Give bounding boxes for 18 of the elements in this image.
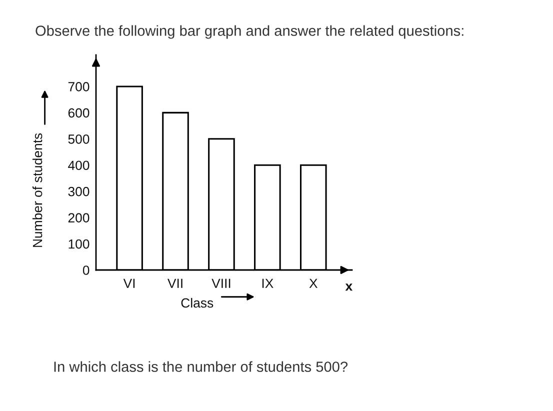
x-tick-label: VIII	[212, 278, 230, 288]
x-tick-label: IX	[262, 278, 274, 288]
text: x	[345, 284, 352, 291]
y-tick-label: 200	[68, 213, 90, 222]
x-tick-label: VI	[123, 278, 135, 288]
y-tick-label: 100	[68, 239, 90, 249]
x-axis-title: Class	[181, 298, 214, 308]
y-tick-label: 0	[82, 266, 90, 275]
y-tick-label: 500	[68, 134, 90, 144]
x-tick-label: VII	[168, 278, 182, 288]
y-tick-label: 700	[68, 82, 90, 92]
chart-title: Observe the following bar graph and answer the related questions:	[36, 25, 464, 39]
x-tick-label: X	[309, 278, 318, 288]
y-tick-label: 400	[68, 160, 90, 170]
y-tick-label: 300	[68, 186, 90, 196]
y-tick-label: 600	[68, 108, 90, 118]
text: In which class is the number of students 500?	[54, 361, 348, 372]
y-axis-title: Number of students	[32, 133, 42, 247]
